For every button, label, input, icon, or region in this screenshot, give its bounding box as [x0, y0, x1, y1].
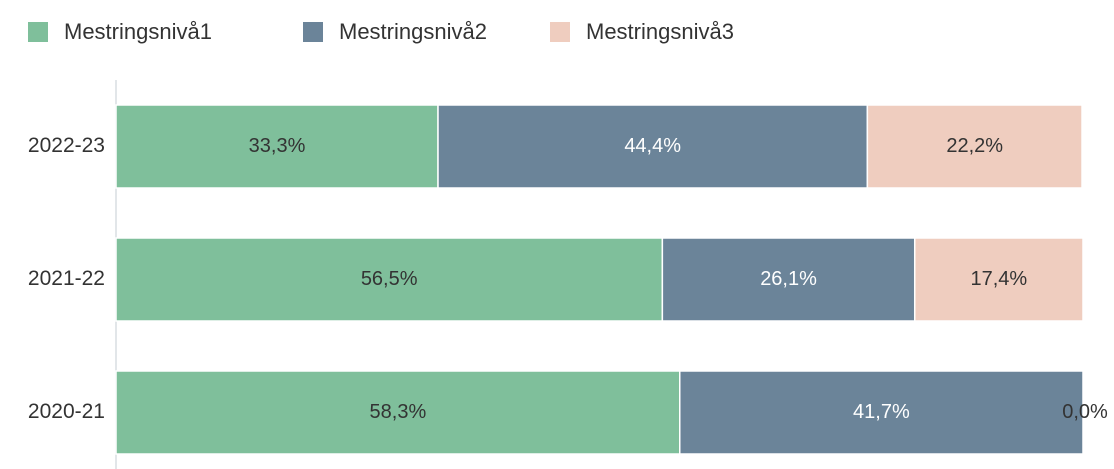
- data-label: 41,7%: [853, 401, 910, 423]
- data-label: 26,1%: [760, 268, 817, 290]
- data-label: 44,4%: [624, 135, 681, 157]
- bar-segment: [437, 104, 869, 189]
- bar-segment: [115, 104, 439, 189]
- legend-swatch: [28, 22, 48, 42]
- bar-segment: [913, 237, 1084, 322]
- data-label: 22,2%: [946, 135, 1003, 157]
- y-tick-label: 2020-21: [28, 400, 105, 423]
- bar-segment: [679, 370, 1084, 455]
- data-label: 0,0%: [1062, 401, 1108, 423]
- data-label: 56,5%: [361, 268, 418, 290]
- bar-segment: [866, 104, 1083, 189]
- data-label: 17,4%: [971, 268, 1028, 290]
- data-label: 58,3%: [370, 401, 427, 423]
- data-label: 33,3%: [249, 135, 306, 157]
- y-tick-label: 2022-23: [28, 134, 105, 157]
- legend-label: Mestringsnivå3: [586, 19, 734, 44]
- y-tick-label: 2021-22: [28, 267, 105, 290]
- legend-label: Mestringsnivå1: [64, 19, 212, 44]
- legend-swatch: [550, 22, 570, 42]
- legend-swatch: [303, 22, 323, 42]
- legend-label: Mestringsnivå2: [339, 19, 487, 44]
